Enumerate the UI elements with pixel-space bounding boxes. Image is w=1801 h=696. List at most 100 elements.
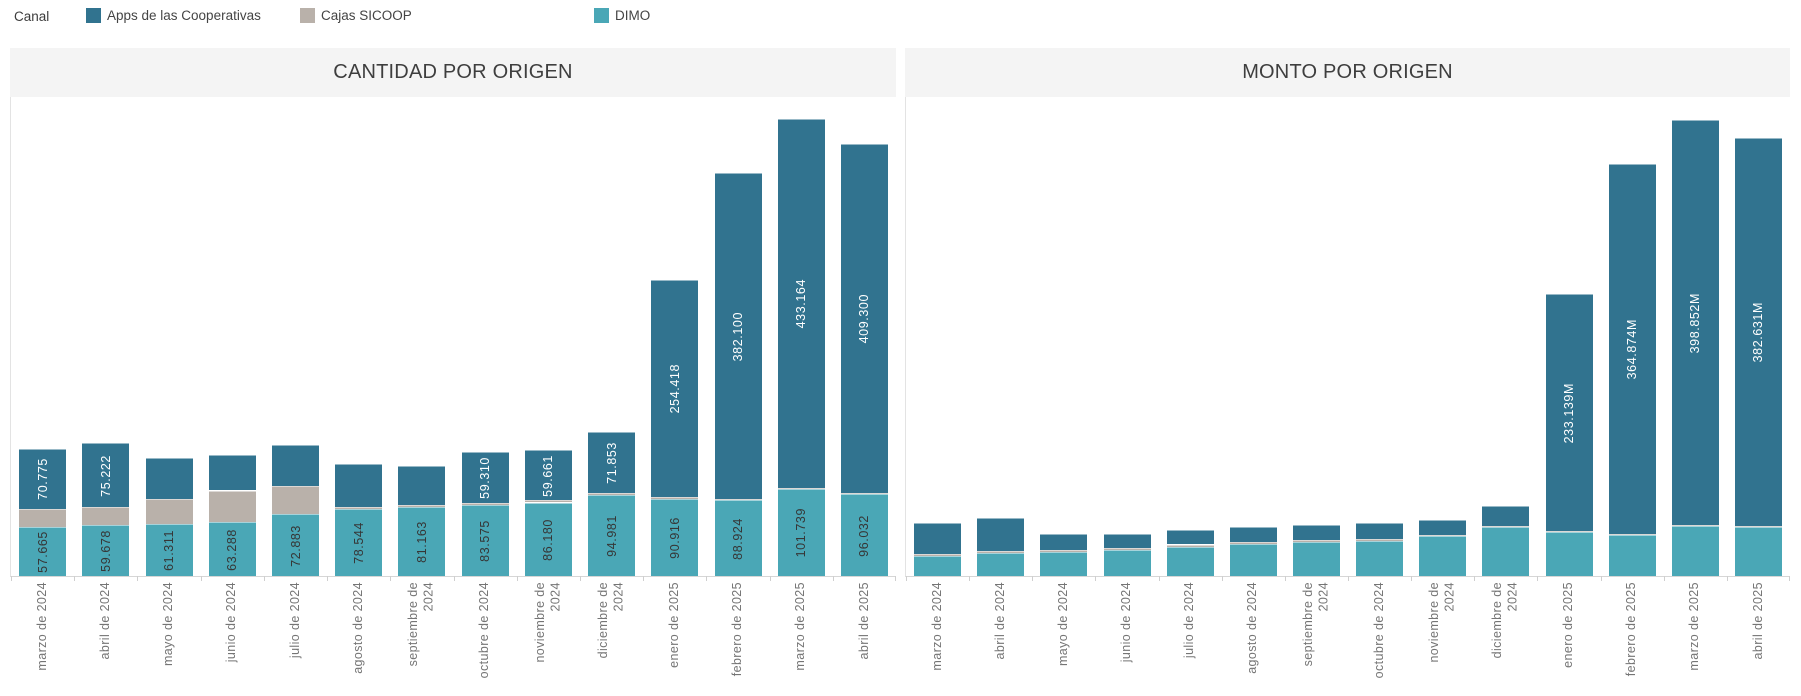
x-axis-category-label[interactable]: abril de 2025 [833,582,896,696]
bar-segment-apps-de-las-cooperativas[interactable]: 398.852M [1671,120,1719,525]
bar-segment-apps-de-las-cooperativas[interactable] [208,454,256,491]
bar-segment-apps-de-las-cooperativas[interactable]: 75.222 [82,443,130,508]
x-axis-category-label[interactable]: enero de 2025 [1537,582,1600,696]
bar-segment-cajas-sicoop[interactable] [1545,530,1593,533]
bar-segment-cajas-sicoop[interactable] [714,498,762,501]
bar-segment-apps-de-las-cooperativas[interactable] [1166,530,1214,545]
x-axis-category-label[interactable]: septiembre de 2024 [1285,582,1348,696]
x-axis-category-label[interactable]: octubre de 2024 [1348,582,1411,696]
bar-segment-cajas-sicoop[interactable] [651,497,699,499]
bar-segment-cajas-sicoop[interactable] [1292,540,1340,542]
bar-segment-apps-de-las-cooperativas[interactable]: 433.164 [777,118,825,488]
bar-segment-cajas-sicoop[interactable] [19,509,67,527]
bar-segment-cajas-sicoop[interactable] [272,485,319,514]
x-axis-category-label[interactable]: octubre de 2024 [454,582,517,696]
cantidad-plot-area[interactable]: 57.665 70.775 marzo de 2024 59.678 75.222 abr… [10,97,896,678]
bar-segment-dimo[interactable]: 96.032 [840,494,888,576]
bar-segment-cajas-sicoop[interactable] [145,499,193,524]
bar-segment-cajas-sicoop[interactable] [335,506,383,509]
bar-segment-cajas-sicoop[interactable] [1482,525,1530,528]
bar-segment-dimo[interactable]: 83.575 [461,504,509,576]
bar-segment-apps-de-las-cooperativas[interactable]: 409.300 [840,143,888,493]
bar-segment-apps-de-las-cooperativas[interactable]: 71.853 [588,432,635,494]
x-axis-category-label[interactable]: mayo de 2024 [137,582,200,696]
bar-segment-dimo[interactable] [977,552,1025,576]
bar-segment-dimo[interactable] [1292,541,1340,576]
bar-segment-cajas-sicoop[interactable] [1229,542,1277,544]
bar-segment-dimo[interactable]: 88.924 [714,500,762,576]
x-axis-category-label[interactable]: febrero de 2025 [706,582,769,696]
x-axis-category-label[interactable]: diciembre de 2024 [1474,582,1537,696]
bar-segment-apps-de-las-cooperativas[interactable] [335,464,383,507]
bar-segment-apps-de-las-cooperativas[interactable]: 254.418 [651,280,699,497]
bar-segment-dimo[interactable]: 61.311 [145,523,193,576]
bar-segment-dimo[interactable] [1734,527,1782,576]
bar-segment-apps-de-las-cooperativas[interactable] [914,523,962,554]
x-axis-category-label[interactable]: noviembre de 2024 [517,582,580,696]
x-axis-category-label[interactable]: marzo de 2024 [906,582,969,696]
bar-segment-dimo[interactable] [1040,551,1088,576]
bar-segment-dimo[interactable] [1482,527,1530,576]
x-axis-category-label[interactable]: mayo de 2024 [1032,582,1095,696]
bar-segment-apps-de-las-cooperativas[interactable] [1419,519,1467,535]
bar-segment-cajas-sicoop[interactable] [1734,525,1782,528]
bar-segment-apps-de-las-cooperativas[interactable]: 382.100 [714,173,762,499]
bar-segment-cajas-sicoop[interactable] [840,492,888,495]
bar-segment-apps-de-las-cooperativas[interactable] [272,444,319,486]
bar-segment-dimo[interactable] [1356,540,1404,576]
x-axis-category-label[interactable]: enero de 2025 [643,582,706,696]
bar-segment-dimo[interactable]: 63.288 [208,522,256,576]
bar-segment-apps-de-las-cooperativas[interactable] [1229,526,1277,542]
bar-segment-dimo[interactable]: 86.180 [524,502,572,576]
x-axis-category-label[interactable]: marzo de 2025 [770,582,833,696]
x-axis-category-label[interactable]: marzo de 2025 [1664,582,1727,696]
bar-segment-cajas-sicoop[interactable] [208,490,256,522]
x-axis-category-label[interactable]: marzo de 2024 [11,582,74,696]
bar-segment-cajas-sicoop[interactable] [1608,533,1656,536]
x-axis-category-label[interactable]: abril de 2024 [74,582,137,696]
bar-segment-cajas-sicoop[interactable] [1040,549,1088,552]
bar-segment-apps-de-las-cooperativas[interactable] [1103,534,1151,548]
x-axis-category-label[interactable]: abril de 2024 [969,582,1032,696]
bar-segment-dimo[interactable]: 81.163 [398,506,446,576]
bar-segment-apps-de-las-cooperativas[interactable]: 364.874M [1608,163,1656,534]
bar-segment-cajas-sicoop[interactable] [588,493,635,495]
bar-segment-dimo[interactable] [1608,535,1656,576]
bar-segment-dimo[interactable] [914,555,962,576]
bar-segment-apps-de-las-cooperativas[interactable] [1356,522,1404,539]
x-axis-category-label[interactable]: septiembre de 2024 [390,582,453,696]
bar-segment-cajas-sicoop[interactable] [82,507,130,526]
x-axis-category-label[interactable]: febrero de 2025 [1601,582,1664,696]
bar-segment-dimo[interactable]: 72.883 [272,513,319,576]
x-axis-category-label[interactable]: junio de 2024 [1095,582,1158,696]
bar-segment-cajas-sicoop[interactable] [461,502,509,505]
bar-segment-dimo[interactable] [1103,549,1151,576]
bar-segment-cajas-sicoop[interactable] [1166,544,1214,547]
bar-segment-dimo[interactable]: 94.981 [588,495,635,576]
bar-segment-apps-de-las-cooperativas[interactable]: 233.139M [1545,294,1593,531]
bar-segment-cajas-sicoop[interactable] [1671,524,1719,527]
x-axis-category-label[interactable]: julio de 2024 [264,582,327,696]
bar-segment-dimo[interactable]: 90.916 [651,498,699,576]
x-axis-category-label[interactable]: diciembre de 2024 [580,582,643,696]
x-axis-category-label[interactable]: agosto de 2024 [1222,582,1285,696]
bar-segment-apps-de-las-cooperativas[interactable] [1292,524,1340,540]
bar-segment-apps-de-las-cooperativas[interactable]: 382.631M [1734,137,1782,526]
bar-segment-apps-de-las-cooperativas[interactable]: 59.661 [524,449,572,501]
bar-segment-cajas-sicoop[interactable] [1419,534,1467,537]
bar-segment-dimo[interactable] [1419,536,1467,576]
bar-segment-cajas-sicoop[interactable] [398,504,446,507]
bar-segment-dimo[interactable]: 101.739 [777,489,825,576]
bar-segment-dimo[interactable]: 78.544 [335,509,383,576]
monto-plot-area[interactable]: marzo de 2024 abril de 2024 mayo de 2024 ju… [905,97,1790,678]
bar-segment-dimo[interactable] [1671,526,1719,576]
bar-segment-apps-de-las-cooperativas[interactable]: 59.310 [461,452,509,503]
bar-segment-apps-de-las-cooperativas[interactable] [145,458,193,499]
bar-segment-apps-de-las-cooperativas[interactable] [977,518,1025,551]
bar-segment-apps-de-las-cooperativas[interactable] [398,465,446,505]
bar-segment-dimo[interactable]: 59.678 [82,525,130,576]
bar-segment-dimo[interactable]: 57.665 [19,526,67,576]
x-axis-category-label[interactable]: junio de 2024 [201,582,264,696]
bar-segment-dimo[interactable] [1166,546,1214,576]
bar-segment-dimo[interactable] [1229,543,1277,576]
